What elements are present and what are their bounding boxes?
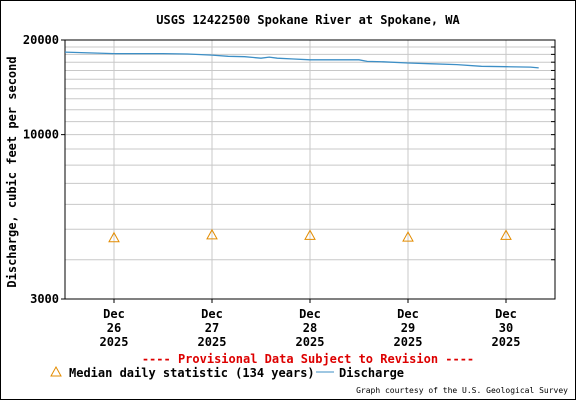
credit-text: Graph courtesy of the U.S. Geological Su… <box>356 386 568 395</box>
median-point <box>402 231 414 242</box>
x-tick-label: 2025 <box>296 335 325 349</box>
y-axis-label: Discharge, cubic feet per second <box>5 56 19 287</box>
x-tick-label: Dec <box>201 307 223 321</box>
x-axis: Dec262025Dec272025Dec282025Dec292025Dec3… <box>100 299 521 349</box>
median-point <box>206 228 218 240</box>
series-layer <box>64 51 539 243</box>
legend: Median daily statistic (134 years) Disch… <box>50 365 404 380</box>
x-tick-label: 29 <box>401 321 415 335</box>
x-tick-label: Dec <box>495 307 517 321</box>
median-point <box>304 229 316 240</box>
y-tick-label: 10000 <box>23 128 59 142</box>
chart-title: USGS 12422500 Spokane River at Spokane, … <box>156 13 460 27</box>
median-point <box>500 229 512 240</box>
legend-median-marker <box>50 365 62 377</box>
x-tick-label: Dec <box>299 307 321 321</box>
x-tick-label: 28 <box>303 321 317 335</box>
y-tick-label: 20000 <box>23 33 59 47</box>
median-point <box>108 231 120 243</box>
legend-median-label: Median daily statistic (134 years) <box>69 366 315 380</box>
x-tick-label: 30 <box>499 321 513 335</box>
discharge-line <box>64 51 539 69</box>
x-tick-label: Dec <box>397 307 419 321</box>
x-tick-label: Dec <box>103 307 125 321</box>
x-tick-label: 2025 <box>198 335 227 349</box>
x-tick-label: 26 <box>107 321 121 335</box>
y-tick-label: 3000 <box>30 292 59 306</box>
x-tick-label: 2025 <box>492 335 521 349</box>
x-tick-label: 2025 <box>100 335 129 349</box>
x-tick-label: 27 <box>205 321 219 335</box>
x-tick-label: 2025 <box>394 335 423 349</box>
provisional-note: ---- Provisional Data Subject to Revisio… <box>142 352 474 366</box>
y-axis: 20000 10000 3000 <box>23 33 555 306</box>
legend-discharge-label: Discharge <box>339 366 404 380</box>
